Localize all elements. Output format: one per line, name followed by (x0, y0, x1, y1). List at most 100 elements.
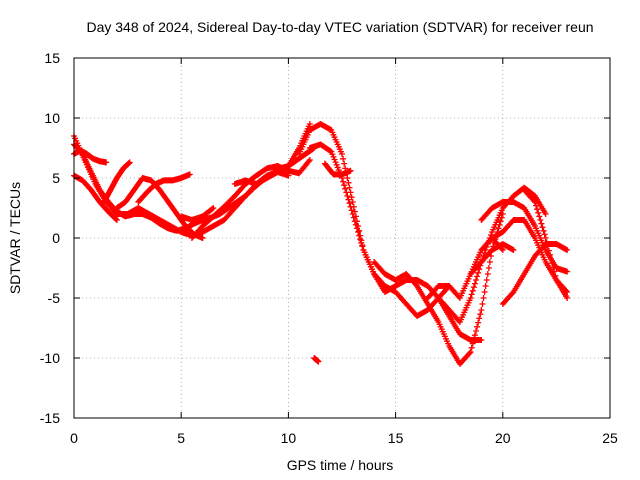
data-point (564, 268, 571, 275)
data-point (497, 218, 504, 225)
data-point (348, 194, 355, 201)
data-point (471, 332, 478, 339)
data-point (467, 349, 474, 355)
data-point (486, 259, 493, 265)
y-tick-label: 5 (52, 170, 60, 186)
data-point (347, 203, 354, 210)
data-point (342, 185, 349, 192)
series-track-7 (135, 171, 193, 205)
data-point (126, 159, 133, 166)
data-point (356, 232, 363, 239)
data-point (327, 147, 334, 154)
data-point (474, 323, 481, 330)
series-track-10 (231, 169, 292, 187)
data-point (357, 236, 364, 243)
data-point (484, 241, 491, 247)
data-point (495, 225, 502, 232)
data-point (473, 277, 479, 283)
data-point (351, 218, 358, 225)
data-point (480, 295, 487, 301)
data-point (113, 217, 120, 223)
data-point (475, 269, 482, 276)
data-point (103, 159, 110, 166)
x-tick-label: 15 (388, 430, 404, 446)
data-point (542, 211, 549, 217)
data-point (285, 172, 292, 179)
series-track-18 (467, 241, 517, 277)
axis-ticks: 0 5 10 15 20 25 -15 -10 -5 0 5 10 15 (40, 50, 618, 446)
data-point (536, 213, 543, 220)
data-point (349, 211, 356, 217)
data-point (354, 225, 361, 232)
y-tick-label: -15 (40, 410, 60, 426)
data-point (533, 202, 540, 209)
series-track-3 (71, 147, 110, 166)
y-tick-label: 0 (52, 230, 60, 246)
data-point (186, 171, 193, 178)
data-point (341, 182, 348, 189)
data-point (482, 283, 489, 289)
x-tick-label: 0 (70, 430, 78, 446)
data-point (485, 265, 492, 271)
x-tick-label: 25 (602, 430, 618, 446)
data-point (470, 284, 477, 291)
series-track-15 (371, 211, 506, 367)
y-tick-label: 15 (44, 50, 60, 66)
x-tick-label: 5 (177, 430, 185, 446)
grid (74, 58, 610, 418)
data-point (475, 319, 482, 326)
series-track-13 (321, 160, 354, 178)
data-points (71, 121, 571, 367)
data-point (531, 199, 538, 205)
data-point (540, 227, 547, 234)
data-point (541, 231, 548, 238)
data-point (483, 244, 490, 250)
y-tick-label: 10 (44, 110, 60, 126)
data-point (564, 247, 571, 253)
y-tick-label: -5 (48, 290, 61, 306)
data-point (113, 216, 120, 223)
data-point (340, 178, 347, 185)
data-point (466, 350, 473, 357)
data-point (315, 358, 322, 365)
data-point (542, 235, 549, 241)
data-point (530, 197, 537, 204)
data-point (348, 207, 355, 214)
data-point (537, 217, 544, 223)
chart-title: Day 348 of 2024, Sidereal Day-to-day VTE… (86, 19, 593, 35)
data-point (347, 167, 354, 174)
data-point (344, 175, 351, 181)
data-point (358, 239, 365, 246)
data-point (478, 337, 485, 343)
data-point (564, 295, 571, 301)
data-point (343, 189, 350, 196)
data-point (340, 155, 347, 162)
data-point (473, 328, 479, 334)
data-point (552, 272, 559, 279)
data-point (476, 315, 483, 322)
data-point (305, 158, 312, 165)
series-track-6 (113, 175, 206, 241)
data-point (483, 277, 490, 283)
data-point (346, 200, 353, 207)
data-point (306, 157, 313, 163)
x-tick-label: 10 (281, 430, 297, 446)
data-point (209, 205, 216, 212)
data-point (352, 221, 359, 228)
data-point (534, 206, 541, 213)
series-track-17 (435, 184, 549, 325)
data-point (482, 247, 489, 253)
data-point (485, 238, 492, 244)
data-point (350, 214, 357, 221)
series-track-22 (478, 199, 571, 275)
y-tick-label: -10 (40, 350, 60, 366)
series-track-9 (178, 205, 217, 223)
data-point (544, 243, 551, 250)
data-point (471, 280, 478, 287)
series-track-4 (71, 172, 120, 223)
data-point (510, 247, 517, 253)
data-point (344, 193, 351, 199)
data-point (469, 287, 476, 294)
data-point (469, 340, 476, 347)
